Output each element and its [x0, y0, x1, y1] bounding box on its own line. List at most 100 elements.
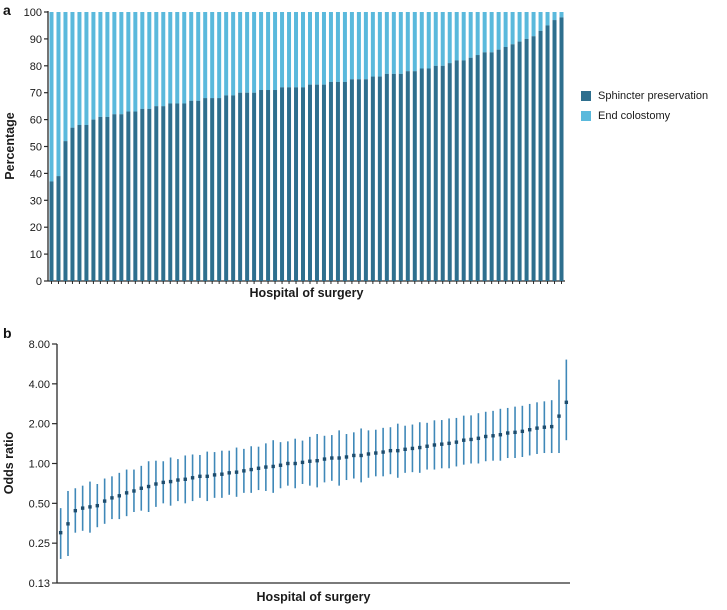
panel-a-y-axis-title: Percentage — [3, 112, 17, 180]
odds-ratio-marker — [234, 470, 239, 474]
bar-segment-sphincter — [245, 92, 250, 281]
bar-segment-colostomy — [426, 12, 431, 69]
odds-ratio-marker — [549, 424, 554, 429]
bar-segment-sphincter — [475, 55, 480, 281]
bar-segment-colostomy — [294, 12, 299, 88]
bar-segment-colostomy — [496, 12, 501, 50]
odds-ratio-marker — [403, 447, 407, 452]
odds-ratio-marker — [88, 505, 92, 509]
bar-segment-sphincter — [377, 76, 382, 281]
bar-segment-sphincter — [349, 79, 354, 281]
bar-segment-sphincter — [77, 124, 82, 281]
odds-ratio-marker — [95, 503, 100, 508]
bar-segment-colostomy — [391, 12, 396, 74]
odds-ratio-marker — [58, 530, 63, 535]
odds-ratio-marker — [388, 448, 393, 453]
legend-item-end-colostomy: End colostomy — [581, 110, 708, 122]
odds-ratio-marker — [374, 451, 378, 455]
bar-segment-colostomy — [203, 12, 208, 99]
bar-segment-sphincter — [426, 68, 431, 282]
bar-segment-colostomy — [559, 12, 564, 18]
bar-segment-sphincter — [454, 60, 459, 281]
bar-segment-sphincter — [419, 68, 424, 282]
legend-swatch-colostomy — [581, 111, 591, 121]
panel-b-y-tick-label: 0.25 — [29, 538, 50, 550]
bar-segment-sphincter — [405, 71, 410, 282]
bar-segment-sphincter — [252, 92, 257, 281]
bar-segment-sphincter — [468, 57, 473, 282]
bar-segment-colostomy — [447, 12, 452, 64]
bar-segment-colostomy — [349, 12, 354, 80]
bar-segment-colostomy — [280, 12, 285, 88]
odds-ratio-marker — [322, 457, 327, 461]
odds-ratio-marker — [124, 491, 129, 495]
odds-ratio-marker — [256, 466, 261, 470]
bar-segment-sphincter — [559, 17, 564, 281]
panel-a-x-axis-title: Hospital of surgery — [249, 286, 364, 300]
odds-ratio-marker — [542, 425, 547, 429]
bar-segment-sphincter — [154, 106, 159, 282]
odds-ratio-marker — [227, 471, 231, 475]
odds-ratio-marker — [139, 486, 143, 490]
bar-segment-sphincter — [531, 36, 536, 282]
odds-ratio-marker — [462, 438, 466, 442]
bar-segment-colostomy — [168, 12, 173, 104]
bar-segment-colostomy — [412, 12, 417, 72]
panel-a-y-tick-label: 90 — [30, 34, 42, 46]
bar-segment-colostomy — [524, 12, 529, 39]
odds-ratio-marker — [447, 441, 451, 446]
odds-ratio-marker — [271, 464, 275, 469]
bar-segment-sphincter — [224, 95, 229, 281]
odds-ratio-marker — [535, 426, 539, 430]
odds-ratio-marker — [176, 478, 180, 482]
bar-segment-sphincter — [335, 81, 340, 281]
bar-segment-sphincter — [189, 100, 194, 282]
bar-segment-colostomy — [307, 12, 312, 85]
bar-segment-sphincter — [217, 98, 222, 281]
bar-segment-colostomy — [440, 12, 445, 66]
bar-segment-sphincter — [307, 84, 312, 281]
bar-segment-colostomy — [49, 12, 54, 182]
odds-ratio-marker — [198, 474, 202, 479]
bar-segment-colostomy — [252, 12, 257, 93]
bar-segment-colostomy — [217, 12, 222, 99]
odds-ratio-marker — [366, 452, 371, 456]
bar-segment-colostomy — [56, 12, 61, 177]
odds-ratio-marker — [161, 480, 165, 485]
bar-segment-sphincter — [210, 98, 215, 281]
bar-segment-colostomy — [398, 12, 403, 74]
bar-segment-colostomy — [91, 12, 96, 120]
bar-segment-colostomy — [419, 12, 424, 69]
odds-ratio-marker — [264, 465, 268, 469]
bar-segment-colostomy — [342, 12, 347, 82]
bar-segment-sphincter — [440, 65, 445, 281]
odds-ratio-marker — [132, 489, 136, 493]
bar-segment-colostomy — [489, 12, 494, 53]
bar-segment-colostomy — [140, 12, 145, 109]
bar-segment-sphincter — [412, 71, 417, 282]
bar-segment-colostomy — [370, 12, 375, 77]
bar-segment-sphincter — [161, 106, 166, 282]
panel-b-y-tick-label: 4.00 — [29, 379, 50, 391]
odds-ratio-marker — [110, 496, 114, 500]
panel-a-y-tick-label: 0 — [36, 276, 42, 288]
odds-ratio-marker — [506, 431, 510, 435]
bar-segment-sphincter — [105, 116, 110, 281]
bar-segment-colostomy — [84, 12, 89, 125]
odds-ratio-marker — [469, 437, 473, 442]
bar-segment-sphincter — [433, 65, 438, 281]
odds-ratio-marker — [293, 461, 297, 466]
odds-ratio-marker — [381, 450, 385, 454]
bar-segment-sphincter — [314, 84, 319, 281]
bar-segment-sphincter — [84, 124, 89, 281]
legend-label-sphincter: Sphincter preservation — [598, 90, 709, 102]
bar-segment-colostomy — [147, 12, 152, 109]
bar-segment-colostomy — [126, 12, 131, 112]
legend-label-colostomy: End colostomy — [598, 110, 671, 122]
panel-b-y-tick-label: 0.13 — [29, 578, 50, 590]
bar-segment-sphincter — [552, 20, 557, 281]
legend-item-sphincter-preservation: Sphincter preservation — [581, 90, 708, 102]
bar-segment-sphincter — [119, 114, 124, 281]
bar-segment-sphincter — [287, 87, 292, 281]
